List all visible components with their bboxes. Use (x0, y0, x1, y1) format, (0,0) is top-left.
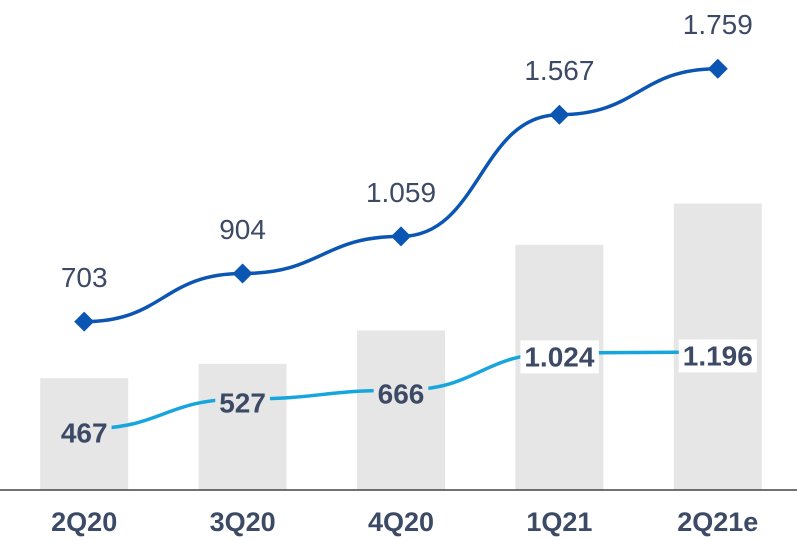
marker (707, 58, 728, 79)
bar-label: 467 (61, 417, 108, 448)
data-label: 703 (61, 262, 108, 293)
label-background (678, 339, 757, 373)
label-background (520, 340, 599, 374)
label-background (215, 386, 270, 420)
data-label: 1.059 (366, 177, 436, 208)
marker (549, 104, 570, 125)
marker (74, 311, 95, 332)
bar-label: 1.196 (683, 340, 753, 371)
bar-label: 1.024 (524, 341, 594, 372)
x-tick-label: 2Q21e (677, 507, 758, 537)
marker (391, 226, 411, 247)
bar (198, 363, 287, 490)
x-tick-label: 4Q20 (368, 507, 434, 537)
bar-label: 527 (219, 387, 266, 418)
marker (232, 263, 253, 284)
data-label: 904 (219, 214, 266, 245)
x-tick-label: 2Q20 (51, 507, 117, 537)
label-background (56, 416, 112, 450)
label-background (373, 377, 429, 411)
data-label: 1.567 (524, 55, 594, 86)
x-tick-label: 3Q20 (210, 507, 276, 537)
x-tick-label: 1Q21 (526, 507, 592, 537)
bar-label: 666 (378, 379, 425, 410)
data-label: 1.759 (683, 9, 753, 40)
